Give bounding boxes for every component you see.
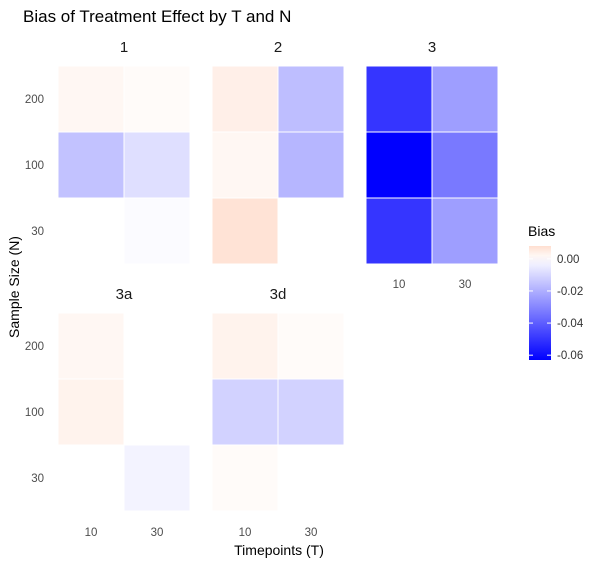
facet-strip-label: 3a <box>116 286 133 303</box>
heatmap-cell <box>431 65 499 133</box>
heatmap-cell <box>277 378 345 446</box>
heatmap-cell <box>57 65 125 133</box>
heatmap-cell <box>123 378 191 446</box>
heatmap-cell <box>57 378 125 446</box>
heatmap-cell <box>211 312 279 380</box>
facet-strip-label: 2 <box>274 39 282 56</box>
heatmap-cell <box>277 444 345 512</box>
legend-colorbar <box>529 246 551 360</box>
x-tick-label: 10 <box>239 527 252 539</box>
y-axis-label: Sample Size (N) <box>6 236 22 338</box>
facet-panel-1: 1 <box>57 39 191 265</box>
legend-tick-label: -0.02 <box>557 286 583 298</box>
heatmap-cell <box>123 65 191 133</box>
legend-tick-label: -0.06 <box>557 350 583 362</box>
heatmap-cell <box>123 312 191 380</box>
x-tick-label: 30 <box>151 527 164 539</box>
heatmap-cell <box>365 131 433 199</box>
heatmap-cell <box>211 65 279 133</box>
x-tick-label: 10 <box>85 527 98 539</box>
heatmap-cell <box>123 131 191 199</box>
heatmap-cell <box>123 197 191 265</box>
facet-panel-3a: 3a <box>57 286 191 512</box>
y-tick-label: 100 <box>25 407 44 419</box>
facet-strip-label: 3 <box>428 39 436 56</box>
legend-tick-label: -0.04 <box>557 318 584 330</box>
heatmap-cell <box>57 131 125 199</box>
x-tick-label: 10 <box>393 279 406 291</box>
heatmap-cell <box>365 197 433 265</box>
facet-panel-3d: 3d <box>211 286 345 512</box>
heatmap-cell <box>431 131 499 199</box>
y-tick-label: 30 <box>31 226 44 238</box>
x-tick-label: 30 <box>305 527 318 539</box>
heatmap-cell <box>277 131 345 199</box>
heatmap-cell <box>211 378 279 446</box>
legend-title: Bias <box>528 223 555 239</box>
heatmap-cell <box>277 65 345 133</box>
heatmap-cell <box>57 444 125 512</box>
heatmap-cell <box>57 197 125 265</box>
facet-strip-label: 3d <box>270 286 287 303</box>
legend-ticks: 0.00 -0.02 -0.04 -0.06 <box>529 254 584 362</box>
legend-tick-label: 0.00 <box>557 254 579 266</box>
y-tick-label: 200 <box>25 94 44 106</box>
x-axis-label: Timepoints (T) <box>234 542 324 558</box>
heatmap-cell <box>365 65 433 133</box>
heatmap-cell <box>211 444 279 512</box>
facet-panel-2: 2 <box>211 39 345 265</box>
heatmap-cell <box>57 312 125 380</box>
y-tick-label: 100 <box>25 160 44 172</box>
y-tick-label: 30 <box>31 473 44 485</box>
heatmap-cell <box>211 131 279 199</box>
color-legend: Bias 0.00 -0.02 -0.04 -0.06 <box>528 223 584 362</box>
chart-title: Bias of Treatment Effect by T and N <box>23 7 291 26</box>
heatmap-cell <box>277 312 345 380</box>
facet-panels: 1 200 100 30 2 3 3a 200 100 30 3d 10 30 10 30 10 30 <box>25 39 499 539</box>
facet-panel-3: 3 <box>365 39 499 265</box>
heatmap-cell <box>123 444 191 512</box>
heatmap-cell <box>211 197 279 265</box>
x-tick-label: 30 <box>459 279 472 291</box>
y-tick-label: 200 <box>25 341 44 353</box>
heatmap-cell <box>431 197 499 265</box>
facet-strip-label: 1 <box>120 39 128 56</box>
